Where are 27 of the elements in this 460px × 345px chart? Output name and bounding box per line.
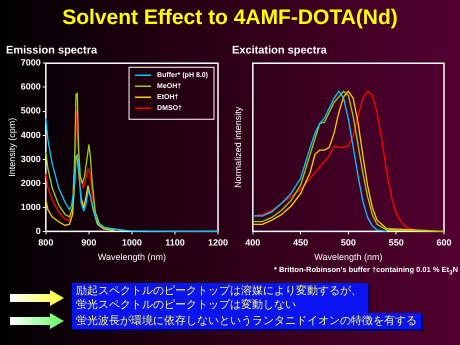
y-tick-label: 7000 [20, 58, 41, 68]
text: 励起スペクトルのピークトップは溶媒により変動するが、蛍光スペクトルのピークトップは変動しない [72, 283, 368, 313]
x-tick-label: 1200 [208, 237, 228, 248]
y-tick-label: 2000 [20, 178, 41, 188]
y-axis-title: Normalized intensity [232, 106, 243, 188]
chart-title: Emission spectra [6, 44, 98, 57]
x-tick-label: 400 [245, 237, 260, 248]
x-tick-label: 900 [81, 237, 96, 248]
x-tick-label: 800 [38, 237, 54, 248]
x-tick-label: 600 [436, 237, 452, 248]
text: 蛍光波長が環境に依存しないというランタニドイオンの特徴を有する [72, 313, 421, 329]
y-axis-title: Intensity (cpm) [6, 118, 17, 177]
y-tick-label: 5000 [20, 106, 41, 116]
x-tick-label: 1000 [122, 237, 142, 248]
x-axis-title: Wavelength (nm) [314, 252, 382, 262]
chart-title: Excitation spectra [232, 44, 328, 57]
y-tick-label: 4000 [20, 130, 41, 140]
x-tick-label: 450 [293, 237, 308, 248]
y-tick-label: 3000 [20, 154, 41, 164]
y-tick-label: 1000 [20, 202, 41, 212]
y-tick-label: 0 [36, 226, 41, 236]
x-tick-label: 550 [388, 237, 404, 248]
y-tick-label: 6000 [20, 82, 41, 92]
x-axis-title: Wavelength (nm) [98, 252, 166, 262]
x-tick-label: 1100 [165, 237, 185, 248]
x-tick-label: 500 [340, 237, 356, 248]
text: Solvent Effect to 4AMF-DOTA(Nd) [61, 6, 399, 30]
